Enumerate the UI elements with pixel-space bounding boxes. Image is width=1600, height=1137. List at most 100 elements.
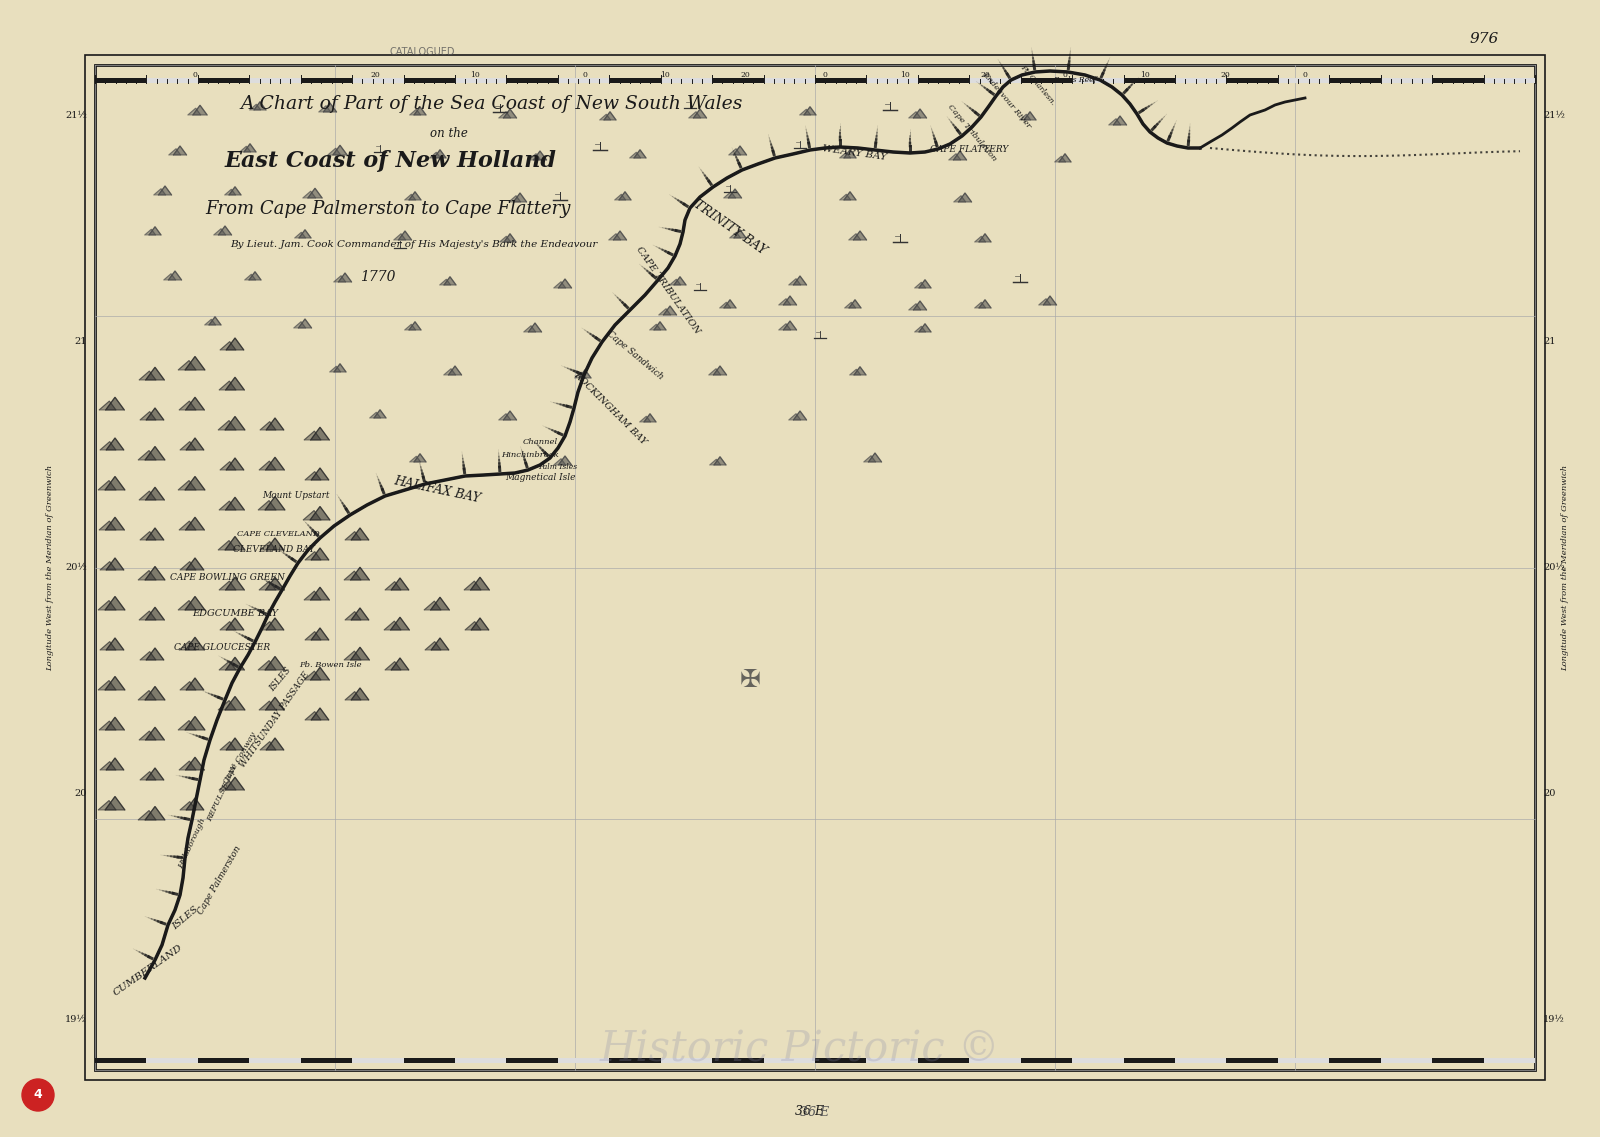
Polygon shape — [304, 591, 322, 600]
Polygon shape — [723, 300, 736, 308]
Bar — [187, 78, 198, 83]
Bar — [1443, 1059, 1453, 1063]
Bar — [1083, 1059, 1093, 1063]
Polygon shape — [146, 648, 163, 659]
Polygon shape — [266, 418, 283, 430]
Polygon shape — [674, 276, 686, 285]
Bar — [1453, 1059, 1462, 1063]
Polygon shape — [106, 397, 125, 410]
Text: CAPE BOWLING GREEN: CAPE BOWLING GREEN — [170, 573, 285, 582]
Bar — [1000, 1059, 1011, 1063]
Polygon shape — [210, 317, 221, 325]
Bar — [1525, 1059, 1534, 1063]
Bar — [475, 78, 486, 83]
Polygon shape — [141, 772, 155, 780]
Bar — [1318, 78, 1330, 83]
Polygon shape — [310, 428, 330, 440]
Polygon shape — [219, 781, 235, 790]
Polygon shape — [854, 367, 866, 375]
Bar — [1237, 78, 1246, 83]
Text: 36 E: 36 E — [800, 1105, 829, 1119]
Bar — [856, 78, 867, 83]
Bar — [1114, 78, 1123, 83]
Polygon shape — [149, 226, 162, 235]
Polygon shape — [139, 491, 155, 500]
Polygon shape — [346, 612, 362, 620]
Text: 20: 20 — [741, 70, 750, 78]
Polygon shape — [330, 366, 341, 372]
Bar — [301, 1059, 310, 1063]
Text: WHITSUNDAY PASSAGE: WHITSUNDAY PASSAGE — [238, 671, 312, 770]
Polygon shape — [514, 193, 526, 202]
Polygon shape — [106, 797, 125, 810]
Polygon shape — [163, 274, 176, 280]
Polygon shape — [302, 191, 315, 198]
Polygon shape — [1024, 111, 1037, 121]
Bar — [846, 78, 856, 83]
Bar — [1174, 1059, 1186, 1063]
Bar — [898, 1059, 907, 1063]
Polygon shape — [106, 438, 123, 450]
Bar — [310, 78, 322, 83]
Polygon shape — [509, 196, 520, 202]
Bar — [630, 1059, 640, 1063]
Polygon shape — [390, 617, 410, 630]
Polygon shape — [843, 192, 856, 200]
Polygon shape — [405, 194, 416, 200]
Polygon shape — [181, 802, 195, 810]
Bar — [166, 78, 178, 83]
Polygon shape — [654, 322, 666, 330]
Bar — [1072, 78, 1083, 83]
Bar — [1134, 78, 1144, 83]
Text: 20: 20 — [1542, 789, 1555, 798]
Polygon shape — [98, 481, 115, 490]
Polygon shape — [168, 271, 182, 280]
Bar — [795, 78, 805, 83]
Bar — [526, 1059, 538, 1063]
Polygon shape — [659, 309, 670, 315]
Text: ISLES: ISLES — [267, 666, 293, 694]
Polygon shape — [304, 431, 322, 440]
Polygon shape — [186, 716, 205, 730]
Bar — [979, 78, 990, 83]
Polygon shape — [101, 562, 115, 570]
Bar — [610, 78, 619, 83]
Polygon shape — [426, 641, 442, 650]
Bar — [1462, 1059, 1474, 1063]
Polygon shape — [448, 366, 462, 375]
Bar — [435, 78, 445, 83]
Polygon shape — [410, 322, 421, 330]
Polygon shape — [229, 186, 242, 196]
Bar — [742, 1059, 754, 1063]
Polygon shape — [310, 587, 330, 600]
Polygon shape — [958, 193, 971, 202]
Bar — [640, 1059, 651, 1063]
Polygon shape — [226, 458, 243, 470]
Bar — [106, 78, 115, 83]
Bar — [670, 1059, 682, 1063]
Polygon shape — [974, 236, 986, 242]
Polygon shape — [106, 476, 125, 490]
Bar — [928, 1059, 939, 1063]
Polygon shape — [334, 275, 346, 282]
Text: Hillsborough: Hillsborough — [176, 816, 208, 870]
Polygon shape — [670, 280, 680, 285]
Bar — [1144, 78, 1155, 83]
Polygon shape — [794, 410, 806, 420]
Polygon shape — [579, 370, 590, 377]
Bar — [219, 78, 229, 83]
Text: 20: 20 — [75, 789, 86, 798]
Bar — [198, 78, 208, 83]
Bar — [1030, 78, 1042, 83]
Polygon shape — [219, 381, 235, 390]
Bar — [1339, 1059, 1350, 1063]
Bar — [208, 78, 219, 83]
Polygon shape — [101, 762, 115, 770]
Polygon shape — [504, 234, 517, 242]
Bar — [1422, 1059, 1432, 1063]
Bar — [1330, 1059, 1339, 1063]
Polygon shape — [470, 578, 490, 590]
Polygon shape — [224, 189, 235, 196]
Text: Endeavour River: Endeavour River — [981, 70, 1034, 130]
Polygon shape — [614, 194, 626, 200]
